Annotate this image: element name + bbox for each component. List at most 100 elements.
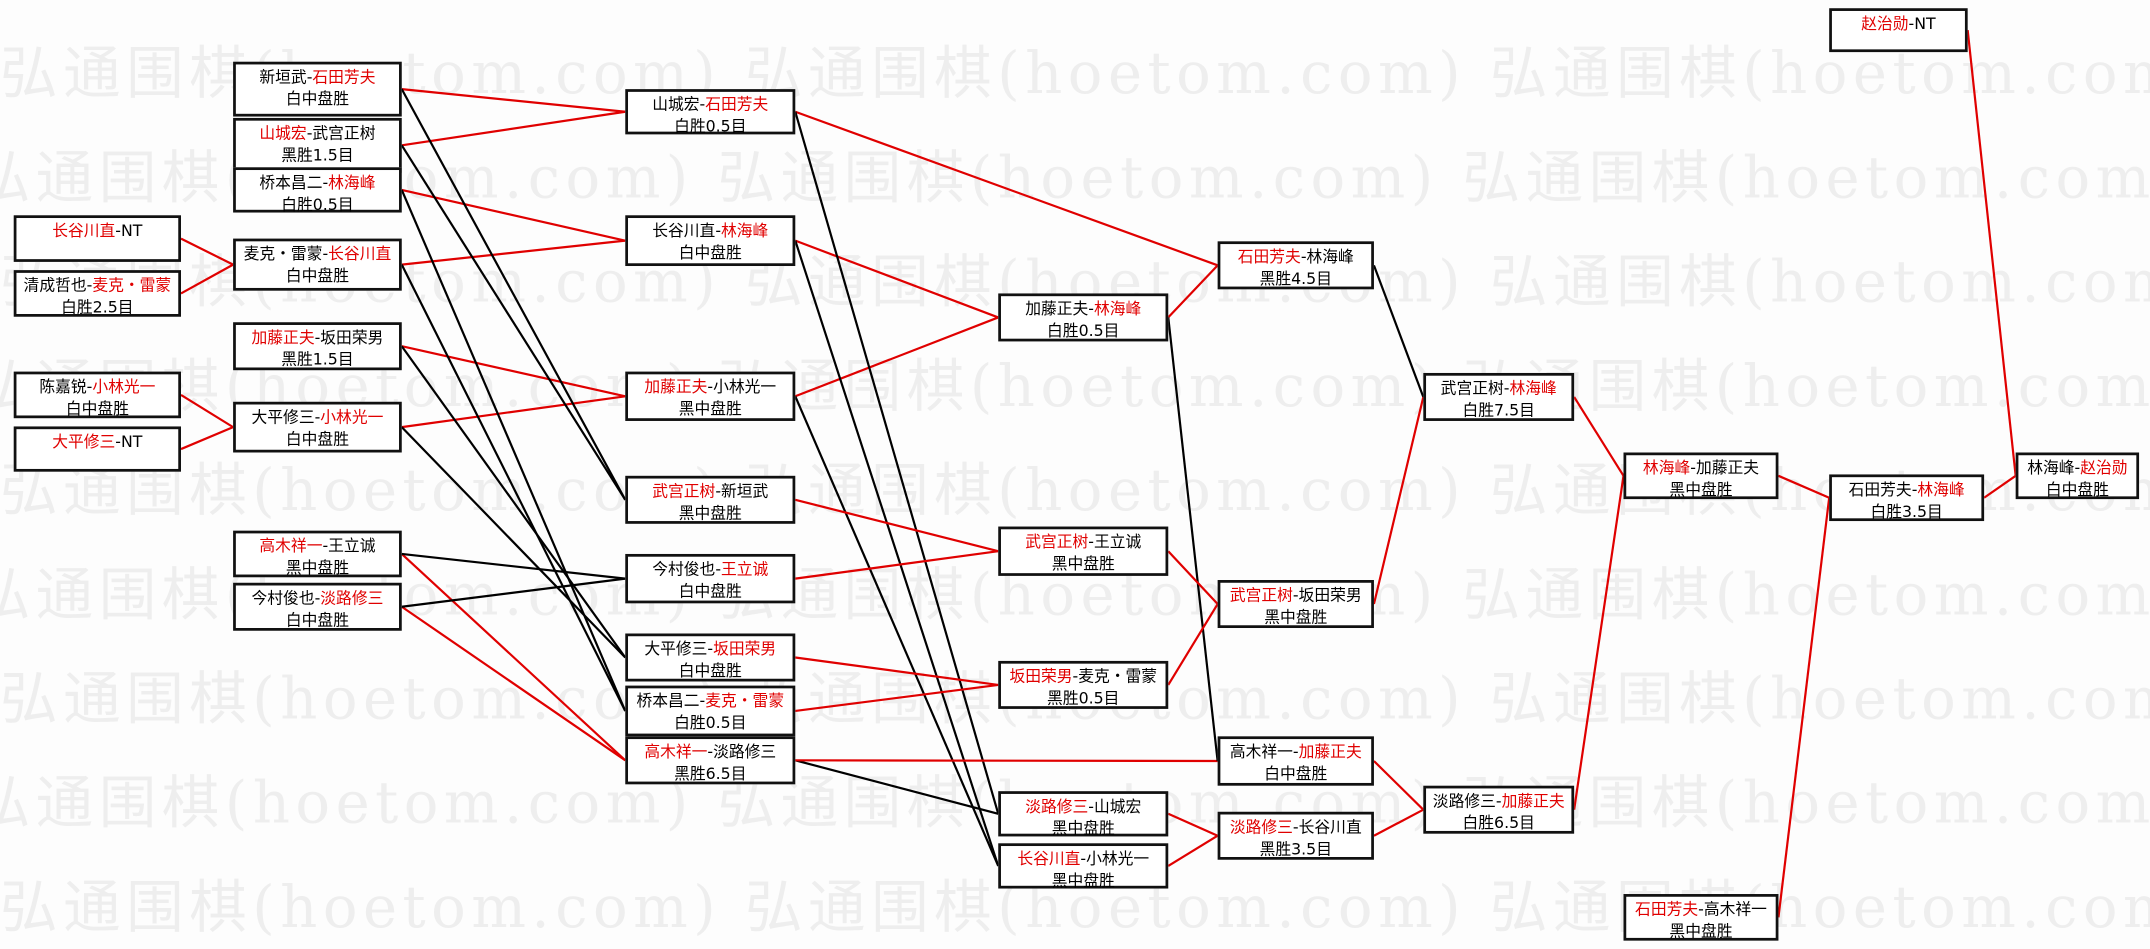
match-result: 黑中盘胜 bbox=[1669, 921, 1733, 941]
match-box: 淡路修三-加藤正夫 白胜6.5目 bbox=[1423, 785, 1575, 834]
match-box: 武宫正树-坂田荣男 黑中盘胜 bbox=[1217, 580, 1374, 629]
winner-name: 长谷川直 bbox=[328, 244, 392, 264]
match-box: 淡路修三-长谷川直 黑胜3.5目 bbox=[1217, 811, 1374, 860]
match-box: 今村俊也-淡路修三 白中盘胜 bbox=[233, 582, 402, 631]
winner-name: 淡路修三 bbox=[320, 588, 384, 608]
winner-name: 林海峰 bbox=[1642, 457, 1691, 478]
loser-line bbox=[401, 552, 626, 580]
player-name: 新垣武 bbox=[259, 67, 307, 87]
match-box: 山城宏-武宫正树 黑胜1.5目 bbox=[233, 117, 402, 173]
match-result: 黑胜1.5目 bbox=[281, 145, 354, 165]
player-name: 林海峰 bbox=[2027, 457, 2075, 478]
player-name: 坂田荣男 bbox=[320, 327, 384, 347]
match-players: 麦克・雷蒙-长谷川直 bbox=[243, 244, 392, 264]
player-name: 武宫正树 bbox=[1440, 378, 1504, 398]
match-players: 大平修三-小林光一 bbox=[251, 407, 384, 427]
player-name: NT bbox=[121, 431, 143, 452]
match-box: 山城宏-石田芳夫 白胜0.5目 bbox=[625, 89, 796, 136]
player-name: 清成哲也 bbox=[23, 275, 87, 295]
winner-name: 大平修三 bbox=[52, 431, 116, 452]
advance-line bbox=[794, 239, 999, 319]
advance-line bbox=[401, 605, 626, 762]
match-box: 武宫正树-王立诚 黑中盘胜 bbox=[998, 526, 1169, 576]
match-box: 高木祥一-王立诚 黑中盘胜 bbox=[233, 530, 402, 578]
match-result: 黑胜1.5目 bbox=[281, 349, 354, 369]
match-box: 麦克・雷蒙-长谷川直 白中盘胜 bbox=[233, 238, 402, 291]
match-box: 长谷川直-林海峰 白中盘胜 bbox=[625, 215, 796, 267]
loser-line bbox=[400, 189, 627, 712]
match-players: 山城宏-石田芳夫 bbox=[652, 94, 769, 114]
match-players: 大平修三-坂田荣男 bbox=[644, 638, 777, 659]
match-players: 石田芳夫-林海峰 bbox=[1237, 246, 1354, 267]
match-players: 林海峰-赵治勋 bbox=[2027, 457, 2128, 478]
winner-name: 林海峰 bbox=[721, 220, 769, 240]
player-name: 加藤正夫 bbox=[1695, 457, 1760, 478]
match-box: 高木祥一-加藤正夫 白中盘胜 bbox=[1217, 736, 1374, 786]
match-result: 黑胜3.5目 bbox=[1259, 839, 1332, 859]
advance-line bbox=[1167, 550, 1219, 605]
match-result: 白胜6.5目 bbox=[1462, 813, 1535, 833]
advance-line bbox=[1372, 396, 1425, 605]
winner-name: 林海峰 bbox=[1509, 378, 1557, 398]
match-players: 武宫正树-林海峰 bbox=[1440, 378, 1557, 398]
match-result: 白胜0.5目 bbox=[1047, 320, 1120, 341]
match-result: 白中盘胜 bbox=[678, 660, 742, 681]
match-players: 陈嘉锐-小林光一 bbox=[39, 377, 156, 397]
player-name: 大平修三 bbox=[251, 407, 315, 427]
match-result: 黑胜6.5目 bbox=[674, 763, 747, 783]
match-box: 加藤正夫-小林光一 黑中盘胜 bbox=[625, 371, 796, 421]
match-box: 林海峰-赵治勋 白中盘胜 bbox=[2015, 452, 2140, 500]
player-name: 麦克・雷蒙 bbox=[1078, 666, 1158, 686]
match-box: 石田芳夫-林海峰 黑胜4.5目 bbox=[1217, 241, 1374, 290]
player-name: 桥本昌二 bbox=[259, 172, 323, 192]
match-players: 赵治勋-NT bbox=[1861, 13, 1936, 33]
player-name: 林海峰 bbox=[1306, 246, 1354, 267]
match-players: 林海峰-加藤正夫 bbox=[1642, 457, 1760, 478]
match-box: 大平修三-坂田荣男 白中盘胜 bbox=[625, 633, 796, 682]
player-name: 王立诚 bbox=[1093, 532, 1142, 552]
match-result: 白中盘胜 bbox=[678, 242, 742, 262]
match-result: 黑中盘胜 bbox=[1264, 607, 1328, 627]
match-players: 淡路修三-长谷川直 bbox=[1229, 817, 1362, 837]
player-name: 小林光一 bbox=[1086, 848, 1150, 868]
player-name: 桥本昌二 bbox=[636, 691, 700, 711]
winner-name: 石田芳夫 bbox=[312, 67, 376, 87]
match-result: 黑中盘胜 bbox=[1669, 479, 1733, 500]
match-box: 清成哲也-麦克・雷蒙 白胜2.5目 bbox=[13, 270, 181, 317]
winner-name: 坂田荣男 bbox=[713, 638, 777, 659]
match-result: 白中盘胜 bbox=[285, 89, 349, 109]
player-name: 王立诚 bbox=[328, 536, 376, 556]
match-players: 坂田荣男-麦克・雷蒙 bbox=[1009, 666, 1158, 686]
winner-name: 麦克・雷蒙 bbox=[92, 275, 172, 295]
player-name: 今村俊也 bbox=[652, 559, 716, 579]
match-players: 长谷川直-林海峰 bbox=[652, 220, 769, 240]
player-name: 高木祥一 bbox=[1229, 741, 1293, 762]
match-players: 今村俊也-王立诚 bbox=[652, 559, 769, 579]
match-players: 加藤正夫-坂田荣男 bbox=[251, 327, 384, 347]
player-name: NT bbox=[1914, 13, 1936, 33]
match-players: 今村俊也-淡路修三 bbox=[251, 588, 384, 608]
match-result: 黑中盘胜 bbox=[1051, 870, 1115, 890]
advance-line bbox=[180, 393, 234, 429]
advance-line bbox=[401, 395, 626, 429]
match-box: 高木祥一-淡路修三 黑胜6.5目 bbox=[625, 736, 796, 785]
match-box: 桥本昌二-麦克・雷蒙 白胜0.5目 bbox=[625, 685, 796, 737]
advance-line bbox=[1983, 474, 2017, 499]
advance-line bbox=[1167, 603, 1219, 686]
advance-line bbox=[1966, 30, 2017, 476]
player-name: 加藤正夫 bbox=[1025, 298, 1089, 319]
player-name: 新垣武 bbox=[721, 481, 769, 501]
advance-line bbox=[1373, 760, 1425, 811]
winner-name: 武宫正树 bbox=[652, 481, 716, 501]
match-result: 黑中盘胜 bbox=[1051, 818, 1115, 838]
loser-line bbox=[794, 395, 1000, 867]
winner-name: 林海峰 bbox=[328, 172, 376, 192]
match-players: 武宫正树-王立诚 bbox=[1025, 532, 1142, 552]
winner-name: 赵治勋 bbox=[1861, 13, 1909, 33]
winner-name: 淡路修三 bbox=[1229, 817, 1293, 837]
match-box: 林海峰-加藤正夫 黑中盘胜 bbox=[1623, 452, 1779, 500]
player-name: 陈嘉锐 bbox=[39, 377, 87, 397]
match-players: 石田芳夫-林海峰 bbox=[1848, 479, 1965, 500]
match-box: 陈嘉锐-小林光一 白中盘胜 bbox=[13, 371, 181, 419]
advance-line bbox=[794, 316, 999, 398]
